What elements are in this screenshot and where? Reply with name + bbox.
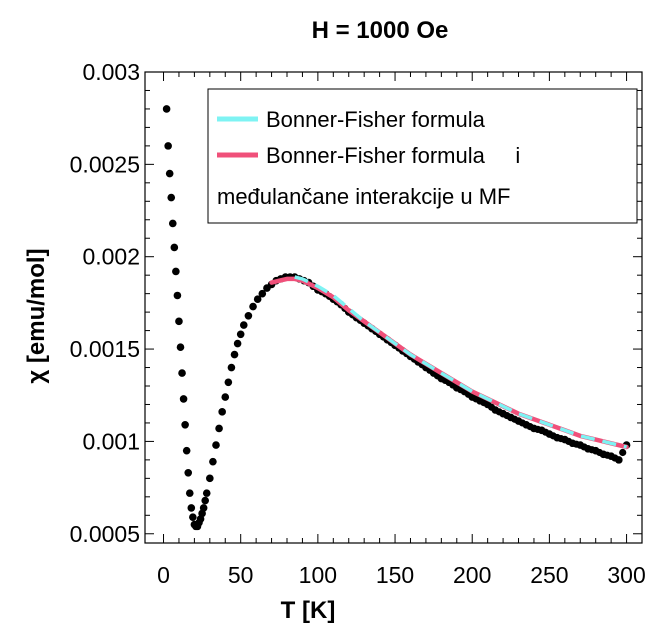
data-point: [230, 350, 239, 359]
data-point: [164, 142, 172, 150]
data-point: [534, 425, 542, 434]
x-tick-label: 250: [530, 562, 568, 588]
legend-box: [207, 88, 638, 224]
legend-label-bonner-fisher-mf-line2: međulančane interakcije u MF: [217, 184, 510, 209]
data-point: [173, 291, 182, 300]
data-point: [603, 451, 611, 459]
data-point: [611, 454, 619, 462]
data-point: [595, 448, 604, 457]
x-tick-label: 0: [157, 562, 170, 588]
data-point: [168, 219, 177, 228]
data-point: [206, 474, 214, 483]
data-point: [172, 267, 180, 276]
y-tick-label: 0.003: [82, 59, 140, 85]
data-point: [202, 489, 211, 497]
x-tick-label: 100: [299, 562, 337, 588]
data-point: [619, 448, 627, 457]
data-point: [487, 403, 496, 411]
y-tick-label: 0.0005: [70, 521, 140, 547]
data-point: [215, 424, 223, 433]
data-point: [253, 295, 262, 303]
x-tick-label: 150: [376, 562, 414, 588]
x-tick-label: 50: [228, 562, 254, 588]
data-point: [178, 369, 186, 377]
data-point: [541, 428, 550, 436]
data-point: [588, 446, 596, 454]
data-point: [480, 399, 488, 407]
data-point: [218, 408, 226, 416]
data-point: [184, 469, 193, 477]
x-axis-label: T [K]: [281, 597, 336, 624]
data-point: [572, 440, 581, 448]
data-point: [549, 432, 557, 440]
data-point: [199, 504, 208, 512]
data-point: [209, 457, 217, 466]
chart-title: H = 1000 Oe: [312, 17, 449, 44]
series-line-bonner-fisher-mf: [269, 276, 629, 450]
data-point: [170, 243, 179, 252]
plot-area: [144, 71, 643, 544]
data-point: [580, 443, 588, 451]
plot-frame: [144, 71, 643, 544]
data-point: [179, 395, 188, 403]
data-point: [565, 437, 573, 446]
data-point: [181, 420, 189, 429]
y-tick-label: 0.002: [82, 244, 140, 270]
data-point: [233, 339, 242, 348]
series-layer: [162, 105, 631, 531]
data-point: [503, 411, 511, 420]
data-point: [165, 169, 174, 178]
data-point: [221, 393, 230, 401]
data-point: [472, 395, 480, 403]
data-point: [236, 330, 245, 339]
y-axis-tick-labels: 0.0005 0.001 0.0015 0.002 0.0025 0.003: [70, 59, 140, 547]
data-point: [239, 321, 248, 329]
data-point: [557, 435, 565, 443]
series-line-bonner-fisher: [294, 275, 628, 449]
data-point: [176, 343, 185, 352]
x-tick-label: 200: [453, 562, 491, 588]
data-point: [187, 504, 196, 512]
data-point: [258, 289, 267, 298]
data-point: [182, 446, 191, 455]
y-tick-label: 0.0025: [70, 151, 140, 177]
data-point: [495, 408, 503, 416]
data-point: [162, 105, 171, 113]
data-point: [189, 513, 197, 521]
data-point: [212, 441, 220, 449]
data-point: [526, 423, 534, 431]
x-axis-tick-labels: 0 50 100 150 200 250 300: [157, 562, 646, 588]
x-tick-label: 300: [607, 562, 645, 588]
data-point: [175, 317, 183, 326]
legend-label-bonner-fisher: Bonner-Fisher formula: [266, 107, 486, 132]
legend: Bonner-Fisher formula Bonner-Fisher form…: [207, 88, 638, 224]
data-point: [227, 363, 236, 372]
data-point: [224, 378, 233, 387]
data-point: [518, 419, 526, 427]
axis-ticks: [145, 71, 642, 543]
data-point: [167, 193, 176, 202]
y-tick-label: 0.001: [82, 428, 140, 454]
legend-label-bonner-fisher-mf: Bonner-Fisher formula i: [266, 143, 520, 168]
data-point: [201, 496, 209, 505]
data-point: [185, 489, 194, 497]
data-point: [511, 415, 519, 423]
data-point: [249, 302, 257, 311]
y-axis-label: χ [emu/mol]: [23, 248, 50, 383]
y-tick-label: 0.0015: [70, 336, 140, 362]
data-point: [244, 312, 253, 320]
